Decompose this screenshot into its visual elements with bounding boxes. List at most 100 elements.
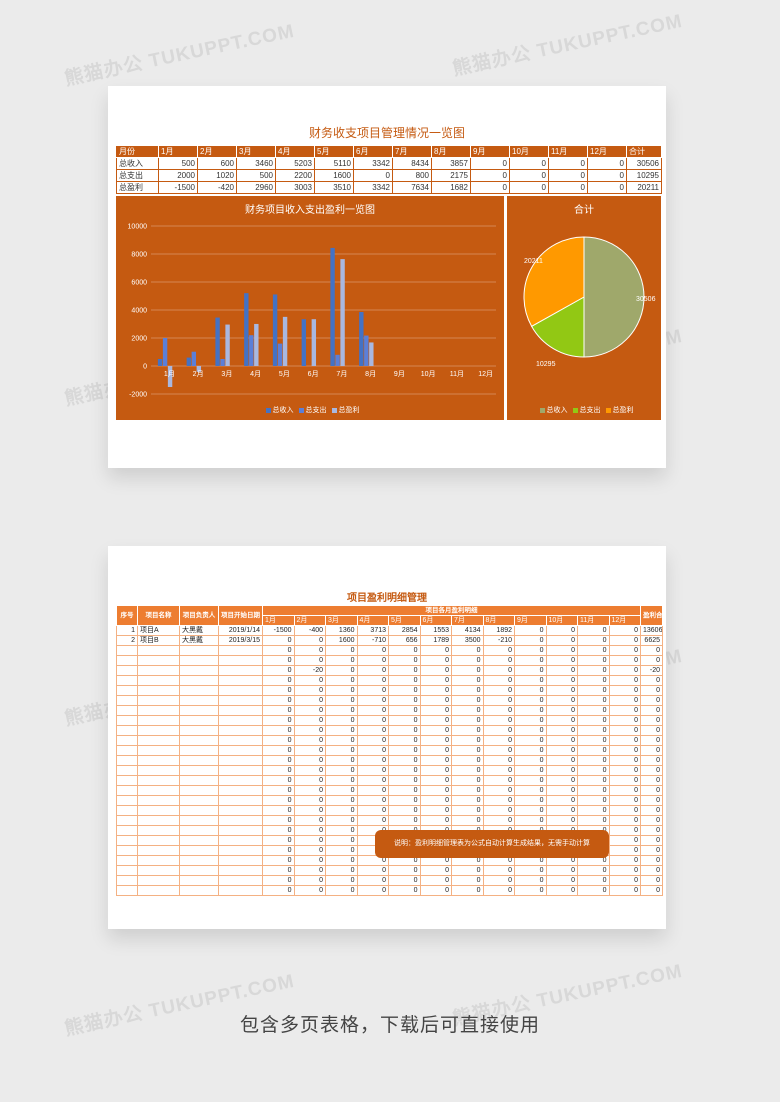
detail-cell: 0 bbox=[356, 815, 389, 826]
detail-cell bbox=[218, 845, 263, 856]
detail-cell bbox=[137, 865, 180, 876]
detail-cell: 0 bbox=[325, 695, 358, 706]
detail-cell: 0 bbox=[640, 655, 663, 666]
y-tick-label: 10000 bbox=[128, 224, 148, 231]
detail-cell: 0 bbox=[482, 645, 515, 656]
detail-cell: 2019/3/15 bbox=[218, 635, 263, 646]
detail-cell: 0 bbox=[356, 735, 389, 746]
detail-cell: 0 bbox=[451, 795, 484, 806]
pie-chart-title: 合计 bbox=[574, 205, 594, 216]
summary-cell: 500 bbox=[236, 169, 276, 182]
detail-cell: 0 bbox=[545, 725, 578, 736]
detail-cell: 4134 bbox=[451, 625, 484, 636]
detail-cell: 0 bbox=[293, 735, 326, 746]
bar-总支出-8月 bbox=[364, 335, 369, 366]
detail-cell: 0 bbox=[640, 705, 663, 716]
detail-cell: 0 bbox=[451, 735, 484, 746]
detail-cell: 0 bbox=[293, 855, 326, 866]
detail-cell: 0 bbox=[262, 725, 295, 736]
detail-cell bbox=[137, 885, 180, 896]
legend-label: 总支出 bbox=[579, 407, 601, 414]
detail-cell bbox=[218, 675, 263, 686]
summary-cell: -1500 bbox=[158, 181, 198, 194]
summary-table: 月份 1月 2月 3月 4月 5月 6月 7月 8月 9月 10月 11月 12月 合计 总收入 500 60… bbox=[116, 145, 662, 194]
summary-header-cell: 6月 bbox=[353, 145, 393, 158]
detail-cell: 0 bbox=[640, 865, 663, 876]
detail-cell bbox=[218, 685, 263, 696]
detail-cell: 0 bbox=[640, 775, 663, 786]
note-banner: 说明：盈利明细管理表为公式自动计算生成结果，无需手动计算 bbox=[375, 830, 609, 858]
bar-总盈利-6月 bbox=[311, 319, 317, 366]
detail-cell: 0 bbox=[388, 815, 421, 826]
y-tick-label: 4000 bbox=[131, 308, 147, 315]
detail-cell: 0 bbox=[482, 795, 515, 806]
y-tick-label: -2000 bbox=[129, 392, 147, 399]
detail-cell: 0 bbox=[451, 765, 484, 776]
detail-cell: 0 bbox=[482, 775, 515, 786]
pie-data-label: 20211 bbox=[524, 258, 543, 265]
detail-cell: 0 bbox=[608, 805, 641, 816]
summary-cell: 0 bbox=[509, 181, 549, 194]
detail-cell: 0 bbox=[640, 835, 663, 846]
bar-总收入-7月 bbox=[330, 247, 335, 366]
detail-cell: 0 bbox=[262, 685, 295, 696]
summary-cell: 3460 bbox=[236, 157, 276, 170]
detail-cell: 0 bbox=[577, 815, 610, 826]
detail-cell: 0 bbox=[262, 665, 295, 676]
detail-cell: 1600 bbox=[325, 635, 358, 646]
detail-cell: 0 bbox=[577, 675, 610, 686]
detail-cell: 0 bbox=[419, 815, 452, 826]
detail-cell: 0 bbox=[325, 795, 358, 806]
detail-cell bbox=[137, 805, 180, 816]
detail-cell: 0 bbox=[514, 705, 547, 716]
detail-cell: 0 bbox=[451, 715, 484, 726]
detail-cell bbox=[218, 665, 263, 676]
detail-cell: 0 bbox=[293, 685, 326, 696]
y-tick-label: 2000 bbox=[131, 336, 147, 343]
detail-cell bbox=[116, 795, 138, 806]
detail-cell: 0 bbox=[419, 765, 452, 776]
detail-cell: 0 bbox=[545, 625, 578, 636]
summary-row: 总收入 500 600 3460 5203 5110 3342 8434 3857 0 0 0 0 305… bbox=[116, 157, 662, 170]
summary-header-cell: 5月 bbox=[314, 145, 354, 158]
detail-row: 1 项目A 大黑戴 2019/1/14 -1500 -400 1360 3713 2854 155… bbox=[116, 625, 663, 636]
detail-cell bbox=[179, 685, 219, 696]
detail-cell: 0 bbox=[545, 635, 578, 646]
detail-month-header: 9月 bbox=[514, 615, 547, 626]
detail-cell: 0 bbox=[640, 685, 663, 696]
detail-cell: 0 bbox=[608, 795, 641, 806]
pie-slice-总盈利 bbox=[523, 236, 585, 328]
detail-cell: 0 bbox=[514, 665, 547, 676]
watermark: 熊猫办公 TUKUPPT.COM bbox=[450, 10, 685, 81]
detail-cell: 0 bbox=[482, 875, 515, 886]
detail-cell: 项目B bbox=[137, 635, 180, 646]
detail-cell: 0 bbox=[451, 875, 484, 886]
detail-cell: 0 bbox=[577, 635, 610, 646]
summary-row: 总支出 2000 1020 500 2200 1600 0 800 2175 0 0 0 0 10295 bbox=[116, 169, 662, 182]
detail-cell: 0 bbox=[262, 765, 295, 776]
legend-label: 总收入 bbox=[272, 407, 294, 414]
detail-cell: 0 bbox=[356, 865, 389, 876]
detail-cell: 6625 bbox=[640, 635, 663, 646]
detail-cell bbox=[179, 695, 219, 706]
detail-month-header: 8月 bbox=[482, 615, 515, 626]
summary-cell: 1600 bbox=[314, 169, 354, 182]
summary-cell: 2000 bbox=[158, 169, 198, 182]
detail-cell: 0 bbox=[325, 845, 358, 856]
sheet-preview-2: 项目盈利明细管理 序号 项目名称 项目负责人 项目开始日期 项目各月盈利明细 盈… bbox=[108, 546, 666, 929]
detail-cell bbox=[218, 875, 263, 886]
detail-cell: 0 bbox=[514, 645, 547, 656]
pie-chart-legend: 总收入 总支出 总盈利 bbox=[507, 405, 661, 415]
detail-cell: 0 bbox=[325, 685, 358, 696]
detail-cell: 0 bbox=[388, 725, 421, 736]
summary-cell: 20211 bbox=[626, 181, 662, 194]
summary-cell: 3342 bbox=[353, 181, 393, 194]
detail-cell: 0 bbox=[640, 845, 663, 856]
detail-cell: 0 bbox=[451, 755, 484, 766]
detail-cell: 0 bbox=[608, 695, 641, 706]
summary-header-cell: 4月 bbox=[275, 145, 315, 158]
